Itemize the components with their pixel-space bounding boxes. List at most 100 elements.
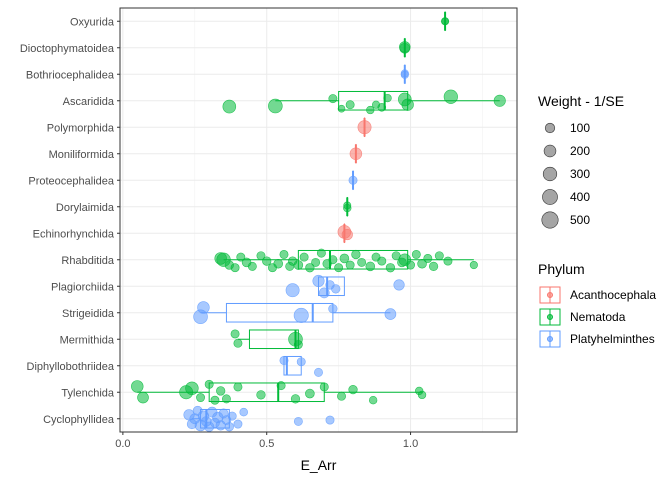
data-point (227, 411, 237, 421)
legend-size-key (543, 144, 557, 158)
data-point (357, 257, 367, 267)
group-bothriocephalidea (400, 64, 409, 85)
y-tick-label: Dorylaimida (56, 202, 115, 214)
data-point (411, 250, 421, 259)
y-tick-label: Mermithida (60, 334, 115, 346)
data-point (428, 261, 439, 271)
y-tick-label: Proteocephalidea (28, 175, 115, 187)
data-point (383, 93, 392, 103)
data-point (343, 201, 352, 210)
data-point (221, 394, 231, 404)
legend-size-label: 300 (570, 167, 590, 181)
data-point (328, 255, 338, 265)
data-point (196, 393, 205, 402)
data-point (293, 340, 303, 349)
data-point (279, 356, 289, 365)
data-point (401, 98, 414, 111)
y-tick-label: Dioctophymatoidea (20, 43, 115, 55)
data-point (384, 308, 397, 320)
data-point (337, 391, 346, 401)
legend-size-item: 500 (541, 211, 590, 229)
data-point (224, 422, 234, 432)
data-point (377, 256, 387, 266)
data-point (325, 415, 335, 425)
data-point (434, 251, 444, 261)
data-point (290, 394, 301, 404)
data-point (276, 381, 286, 391)
legend-size-item: 400 (542, 189, 590, 205)
group-ascaridida (222, 89, 506, 115)
data-point (351, 249, 361, 260)
group-diphyllobothriidea (279, 355, 323, 377)
legend-size-title: Weight - 1/SE (538, 93, 624, 109)
group-moniliformida (349, 143, 363, 164)
data-point (222, 99, 237, 114)
legend-size-item: 100 (544, 121, 590, 135)
data-point (399, 41, 411, 53)
data-point (319, 382, 329, 392)
data-point (185, 381, 199, 395)
data-point (377, 103, 387, 112)
data-point (293, 416, 303, 426)
y-tick-label: Ascaridida (63, 96, 115, 108)
legend-phylum-label: Platyhelminthes (570, 332, 655, 346)
legend-phylum-item: Nematoda (539, 308, 626, 326)
data-point (337, 104, 346, 113)
data-point (312, 274, 325, 287)
data-point (385, 263, 396, 273)
data-point (293, 260, 304, 270)
x-tick-label: 0.5 (259, 438, 274, 450)
data-point (296, 357, 306, 367)
data-point (233, 338, 243, 348)
data-point (348, 175, 358, 185)
data-point (345, 100, 355, 110)
y-tick-label: Tylenchida (61, 387, 114, 399)
y-tick-label: Oxyurida (70, 16, 115, 28)
legend-phylum-label: Nematoda (570, 310, 626, 324)
x-tick-label: 1.0 (403, 438, 418, 450)
data-point (345, 260, 355, 270)
legend-size: Weight - 1/SE 100 200 300 400 500 (538, 93, 624, 229)
data-point (417, 258, 427, 269)
data-point (331, 284, 341, 294)
panel-background (120, 8, 517, 432)
data-point (299, 252, 309, 262)
data-point (216, 386, 226, 396)
data-point (247, 261, 257, 271)
legend-size-key (542, 166, 558, 182)
data-point (366, 105, 375, 115)
group-dorylaimida (343, 196, 352, 217)
legend-phylum-key-dot (547, 292, 553, 298)
y-axis: Oxyurida Dioctophymatoidea Bothriocephalid… (20, 16, 120, 426)
legend-phylum-key-dot (547, 336, 553, 342)
x-axis: 0.0 0.5 1.0 (115, 432, 418, 450)
legend-size-label: 400 (570, 190, 590, 204)
panel-border (119, 7, 518, 433)
data-point (328, 94, 338, 104)
data-point (328, 304, 338, 314)
x-axis-title: E_Arr (301, 457, 337, 473)
data-point (349, 147, 363, 160)
data-point (131, 380, 144, 393)
data-point (256, 251, 266, 261)
legend-size-key (542, 189, 558, 205)
group-rhabditida (214, 248, 478, 273)
legend-phylum-key-dot (547, 314, 553, 320)
data-point (268, 98, 283, 114)
data-point (334, 263, 344, 273)
y-tick-label: Rhabditida (61, 255, 114, 267)
group-strigeidida (193, 301, 397, 324)
data-point (341, 228, 353, 241)
legend-size-item: 200 (543, 144, 590, 158)
data-point (314, 367, 323, 377)
y-tick-label: Cyclophyllidea (43, 414, 115, 426)
legend-phylum-label: Acanthocephala (570, 288, 656, 302)
data-point (318, 287, 330, 299)
data-point (239, 407, 248, 417)
data-point (311, 257, 321, 267)
legend-size-item: 300 (542, 166, 590, 182)
y-tick-label: Bothriocephalidea (26, 69, 115, 81)
data-point (285, 283, 300, 298)
data-point (400, 69, 409, 78)
